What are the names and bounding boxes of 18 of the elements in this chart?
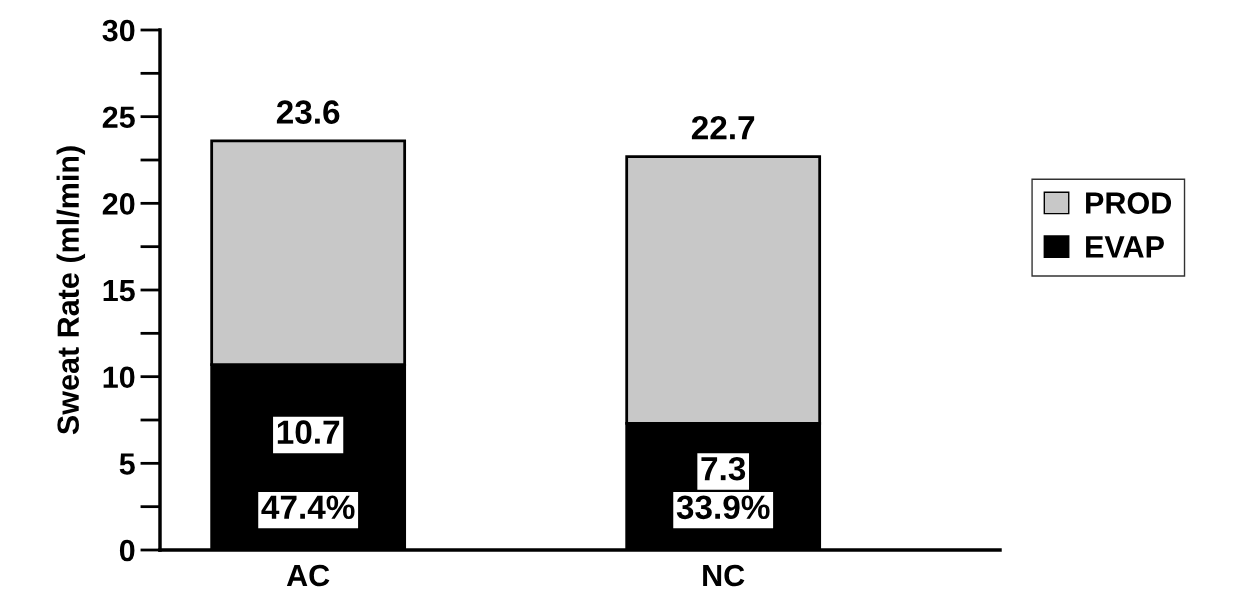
data-label: 7.3 — [701, 456, 746, 481]
data-label: 10.7 — [277, 420, 340, 444]
y-tick-label: 10 — [103, 366, 135, 389]
x-tick-label: AC — [286, 564, 330, 587]
legend-label: EVAP — [1086, 236, 1164, 258]
y-tick-label: 30 — [102, 19, 135, 42]
annotation: 47.4% — [261, 495, 355, 520]
y-tick-label: 20 — [102, 193, 135, 215]
total-label: 22.7 — [691, 115, 755, 140]
legend-label: PROD — [1086, 192, 1172, 214]
y-tick-label: 25 — [102, 106, 135, 129]
annotation: 33.9% — [676, 495, 770, 520]
y-tick-label: 15 — [103, 280, 135, 302]
y-tick-label: 5 — [119, 453, 135, 475]
y-tick-label: 0 — [119, 539, 135, 562]
y-axis-title: Sweat Rate (ml/min) — [56, 146, 86, 435]
total-label: 23.6 — [276, 100, 340, 124]
x-tick-label: NC — [703, 564, 745, 587]
